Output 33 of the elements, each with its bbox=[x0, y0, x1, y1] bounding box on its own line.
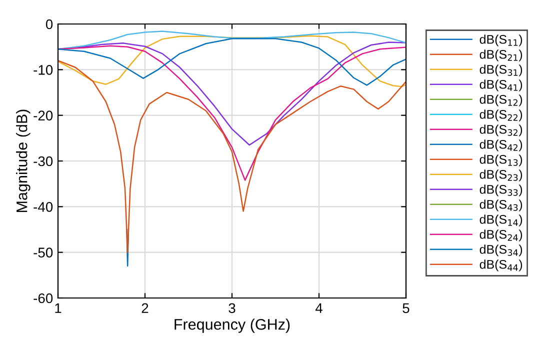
legend-label: dB(S$_{33}$) bbox=[480, 184, 522, 196]
line-series bbox=[58, 30, 406, 50]
legend-label: dB(S$_{13}$) bbox=[480, 154, 522, 166]
x-tick-label: 5 bbox=[402, 303, 410, 314]
x-tick-label: 2 bbox=[142, 303, 148, 313]
legend-label: dB(S$_{34}$) bbox=[480, 244, 522, 256]
legend-label: dB(S$_{23}$) bbox=[480, 170, 522, 182]
legend-label: dB(S$_{44}$) bbox=[480, 260, 522, 272]
x-tick-label: 1 bbox=[55, 303, 62, 313]
x-tick-label: 3 bbox=[228, 303, 236, 314]
legend-label: dB(S$_{22}$) bbox=[480, 110, 522, 122]
line-series bbox=[58, 60, 406, 253]
legend-label: dB(S$_{42}$) bbox=[480, 140, 522, 152]
y-tick-label: -50 bbox=[34, 248, 53, 258]
y-tick-label: -30 bbox=[34, 156, 53, 166]
legend-label: dB(S$_{12}$) bbox=[480, 94, 522, 106]
line-series bbox=[58, 45, 406, 181]
y-tick-label: -40 bbox=[34, 202, 53, 212]
y-tick-label: -60 bbox=[34, 293, 53, 304]
legend-label: dB(S$_{24}$) bbox=[480, 230, 522, 242]
legend-label: dB(S$_{14}$) bbox=[480, 214, 522, 226]
legend-label: dB(S$_{21}$) bbox=[480, 50, 522, 62]
y-tick-label: -20 bbox=[34, 110, 53, 121]
legend-label: dB(S$_{32}$) bbox=[480, 124, 522, 136]
x-tick-label: 4 bbox=[315, 303, 322, 313]
legend-label: dB(S$_{43}$) bbox=[480, 200, 522, 212]
legend-label: dB(S$_{11}$) bbox=[480, 34, 522, 46]
y-tick-label: -10 bbox=[34, 65, 53, 75]
y-tick-label: 0 bbox=[46, 19, 53, 30]
legend-label: dB(S$_{31}$) bbox=[480, 64, 522, 76]
y-axis-title: Magnitude (dB) bbox=[16, 110, 30, 212]
legend-label: dB(S$_{41}$) bbox=[480, 80, 522, 92]
x-axis-title: Frequency (GHz) bbox=[174, 318, 290, 333]
